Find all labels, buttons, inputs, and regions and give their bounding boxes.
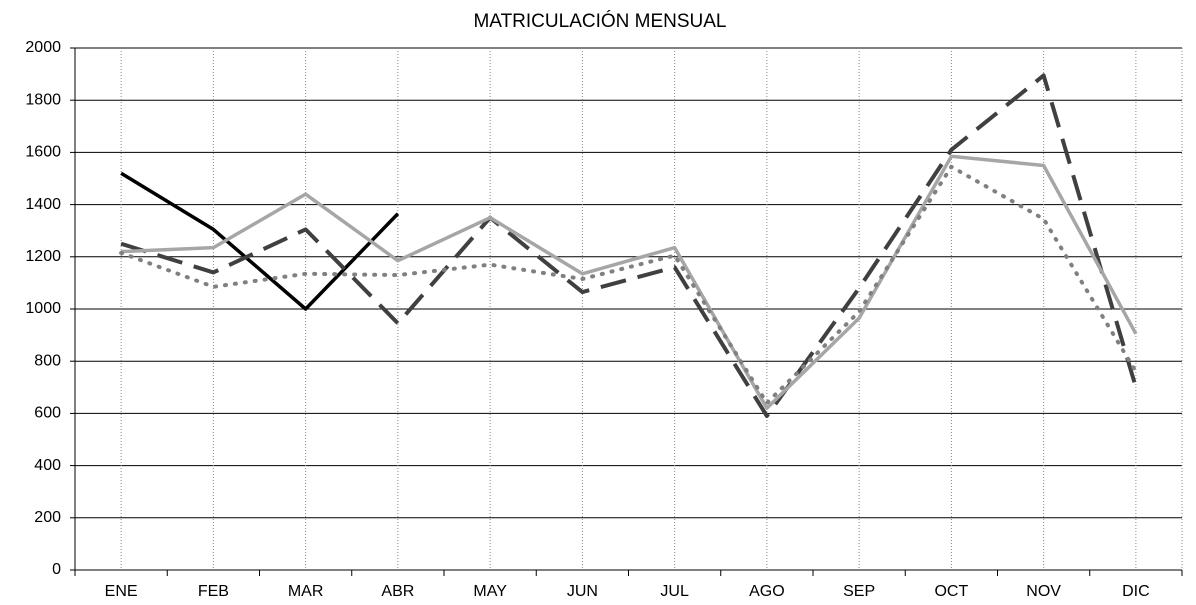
y-tick-label: 2000	[25, 39, 61, 56]
x-tick-label: MAR	[288, 583, 324, 600]
series-line	[119, 164, 1138, 405]
x-tick-label: NOV	[1026, 583, 1061, 600]
series-line	[121, 154, 1138, 410]
x-tick-label: FEB	[198, 583, 229, 600]
y-tick-label: 1800	[25, 91, 61, 108]
x-tick-label: ABR	[381, 583, 414, 600]
x-tick-label: MAY	[473, 583, 507, 600]
y-tick-label: 1200	[25, 248, 61, 265]
x-tick-label: OCT	[934, 583, 968, 600]
series-line	[120, 73, 1138, 419]
y-tick-label: 1600	[25, 144, 61, 161]
y-tick-label: 1000	[25, 300, 61, 317]
x-tick-label: JUL	[660, 583, 689, 600]
x-tick-label: JUN	[567, 583, 598, 600]
y-tick-label: 200	[34, 509, 61, 526]
y-tick-label: 400	[34, 457, 61, 474]
y-tick-label: 1400	[25, 196, 61, 213]
x-tick-label: ENE	[105, 583, 138, 600]
x-tick-label: AGO	[749, 583, 785, 600]
chart-title: MATRICULACIÓN MENSUAL	[473, 10, 726, 32]
y-tick-label: 0	[52, 561, 61, 578]
x-tick-label: SEP	[843, 583, 875, 600]
y-tick-label: 800	[34, 352, 61, 369]
x-tick-label: DIC	[1122, 583, 1150, 600]
y-tick-label: 600	[34, 405, 61, 422]
series-line	[120, 171, 400, 311]
